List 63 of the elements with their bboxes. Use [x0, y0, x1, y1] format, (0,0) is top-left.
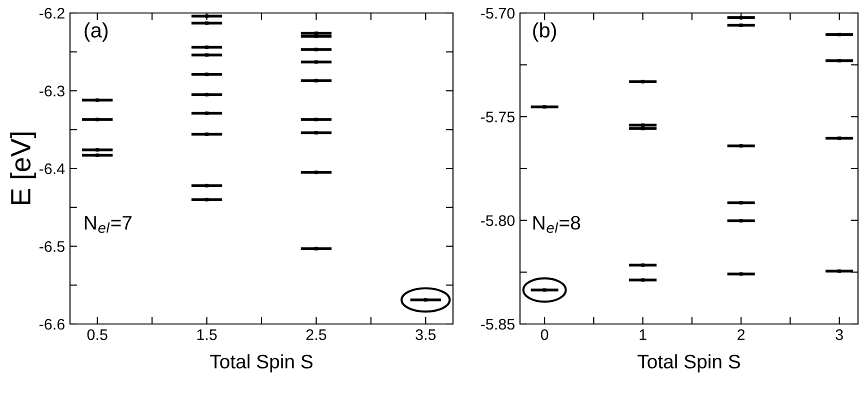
- x-tick-label: 2: [738, 329, 745, 340]
- point: [641, 123, 645, 127]
- point: [739, 219, 743, 222]
- y-tick-label: -6.2: [39, 8, 64, 19]
- x-axis-title: Total Spin S: [638, 354, 740, 372]
- x-axis-title: Total Spin S: [210, 354, 312, 372]
- point: [739, 144, 743, 148]
- point: [205, 184, 209, 188]
- y-tick-label: -5.80: [481, 215, 515, 226]
- y-tick-label: -6.5: [39, 241, 64, 252]
- y-tick-label: -6.4: [39, 163, 65, 174]
- point: [838, 269, 842, 273]
- point: [641, 263, 645, 267]
- y-tick-label: -5.85: [481, 318, 514, 330]
- y-tick-label: -6.6: [39, 318, 64, 330]
- x-tick-label: 3.5: [416, 329, 436, 340]
- point: [314, 31, 318, 35]
- point: [739, 16, 743, 20]
- x-tick-label: 2.5: [306, 329, 326, 340]
- point: [314, 131, 318, 134]
- point: [96, 148, 100, 152]
- point: [838, 58, 842, 62]
- x-tick-label: 1.5: [197, 329, 217, 340]
- point: [314, 60, 318, 64]
- point: [838, 136, 842, 140]
- x-tick-label: 3: [836, 329, 843, 340]
- y-tick-label: -6.3: [39, 86, 64, 96]
- point: [424, 298, 428, 302]
- point: [205, 112, 209, 116]
- point: [96, 98, 100, 102]
- y-tick-label: -5.75: [481, 112, 514, 122]
- point: [205, 45, 209, 49]
- point: [205, 92, 209, 96]
- point: [205, 53, 209, 57]
- annotation: N$_{el}$=7: [85, 216, 132, 233]
- annotation: N$_{el}$=8: [533, 216, 580, 233]
- point: [314, 118, 318, 122]
- point: [205, 21, 209, 25]
- point: [641, 278, 645, 282]
- point: [96, 118, 100, 122]
- point: [641, 80, 645, 84]
- annotation: (b): [533, 22, 556, 42]
- point: [641, 126, 645, 130]
- y-tick-label: -5.70: [481, 8, 515, 19]
- point: [314, 48, 318, 52]
- point: [205, 132, 209, 136]
- x-tick-label: 0: [540, 329, 548, 340]
- point: [205, 72, 209, 76]
- x-tick-label: 1: [640, 329, 646, 340]
- point: [314, 246, 318, 250]
- point: [838, 32, 842, 36]
- point: [542, 105, 546, 109]
- annotation: (a): [84, 22, 108, 42]
- point: [205, 198, 209, 202]
- point: [314, 34, 318, 38]
- point: [739, 272, 743, 276]
- point: [739, 23, 743, 27]
- x-tick-label: 0.5: [87, 329, 108, 340]
- y-axis-title: E [eV]: [10, 132, 36, 204]
- point: [96, 154, 100, 158]
- point: [314, 78, 318, 82]
- point: [739, 200, 743, 204]
- point: [314, 170, 318, 174]
